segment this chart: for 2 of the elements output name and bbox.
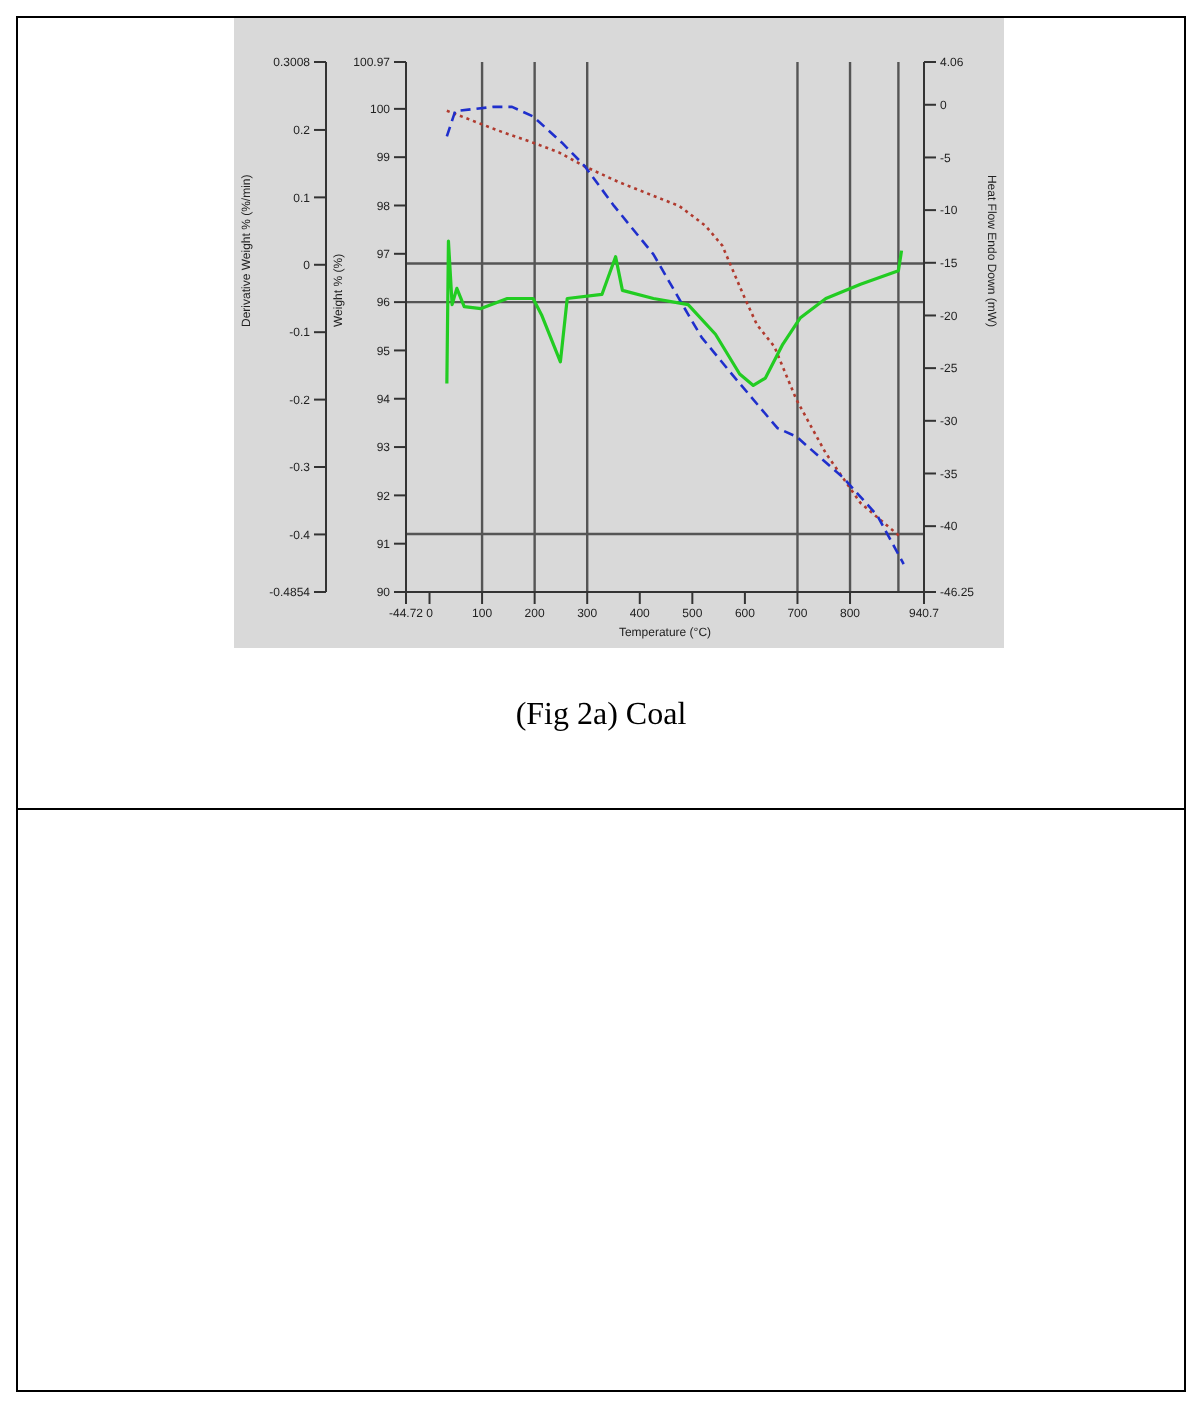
- text: (Fig 2a) Coal: [513, 698, 689, 734]
- line-series: [445, 239, 904, 388]
